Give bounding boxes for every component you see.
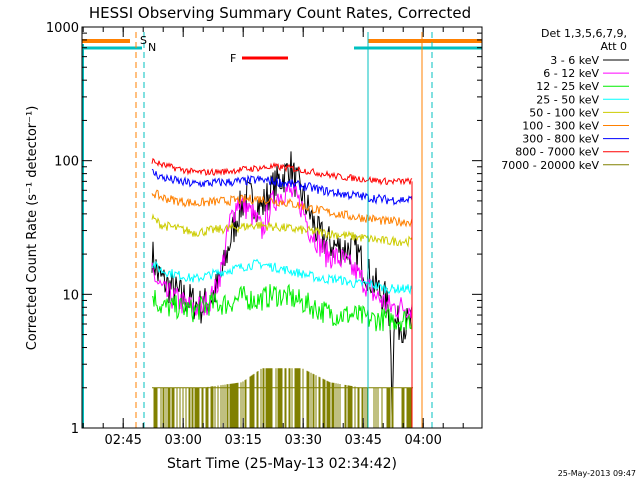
series-trace-800-7000-kev <box>151 157 413 186</box>
series-trace-300-800-kev <box>151 168 413 206</box>
legend-entry-label: 50 - 100 keV <box>529 106 599 119</box>
legend-header: Det 1,3,5,6,7,9, <box>541 27 627 40</box>
legend-entry-label: 25 - 50 keV <box>536 93 599 106</box>
x-tick-label: 03:45 <box>344 433 381 448</box>
series-trace-100-300-kev <box>151 189 413 228</box>
x-tick-label: 04:00 <box>404 433 441 448</box>
legend-entry-label: 3 - 6 keV <box>550 54 599 67</box>
legend-entry-label: 800 - 7000 keV <box>515 146 599 159</box>
flare-flag-label: F <box>230 52 236 65</box>
series-trace-7000-20000-kev <box>152 368 413 428</box>
night-flag-label: N <box>148 41 156 54</box>
legend-entry-label: 12 - 25 keV <box>536 80 599 93</box>
series-trace-50-100-kev <box>151 213 413 248</box>
chart-title: HESSI Observing Summary Count Rates, Cor… <box>89 4 471 22</box>
series-trace-25-50-kev <box>151 258 413 295</box>
y-tick-label: 1000 <box>46 21 79 36</box>
legend-entry-label: 7000 - 20000 keV <box>501 159 599 172</box>
axis-ticks: 1 10 100 1000 02:45 03:00 03:15 03:30 03:45 04:00 <box>46 21 482 448</box>
legend-entry-label: 6 - 12 keV <box>543 67 599 80</box>
x-axis-label: Start Time (25-May-13 02:34:42) <box>167 456 397 472</box>
y-tick-label: 1 <box>71 422 79 437</box>
x-tick-label: 03:30 <box>284 433 321 448</box>
legend-header: Att 0 <box>601 40 627 53</box>
legend-entry-label: 300 - 800 keV <box>522 133 599 146</box>
saa-flag-label: S <box>140 34 147 47</box>
timestamp: 25-May-2013 09:47 <box>558 469 636 478</box>
x-tick-label: 02:45 <box>104 433 141 448</box>
legend-entry-label: 100 - 300 keV <box>522 120 599 133</box>
y-tick-label: 10 <box>62 288 79 303</box>
x-tick-label: 03:00 <box>164 433 201 448</box>
y-axis-label: Corrected Count Rate (s⁻¹ detector⁻¹) <box>25 106 40 351</box>
plot-frame <box>81 26 483 429</box>
series-trace-12-25-kev <box>152 283 413 332</box>
y-tick-label: 100 <box>54 155 79 170</box>
data-traces <box>151 151 413 428</box>
x-tick-label: 03:15 <box>224 433 261 448</box>
